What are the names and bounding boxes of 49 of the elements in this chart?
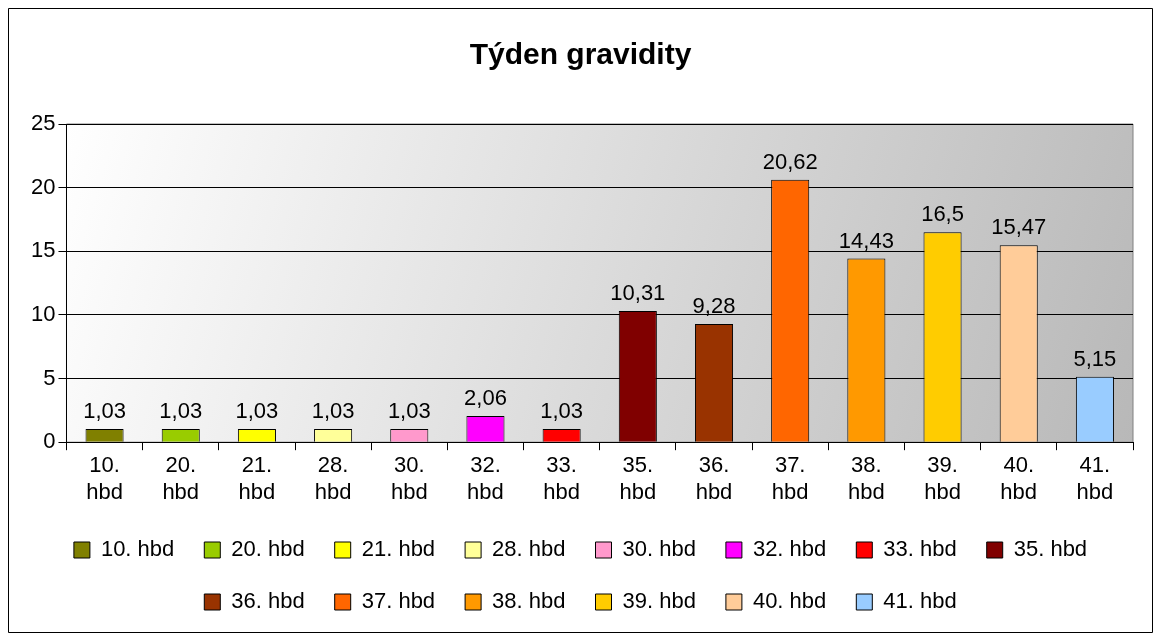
legend-label: 38. hbd (492, 588, 566, 614)
y-tick-label: 0 (43, 428, 56, 454)
data-label: 9,28 (692, 293, 736, 319)
data-label: 5,15 (1073, 345, 1117, 371)
legend-label: 21. hbd (361, 536, 436, 562)
x-tick-label: 33. hbd (543, 452, 580, 504)
x-tick-label: 35. hbd (619, 452, 657, 504)
legend-label: 35. hbd (1013, 536, 1088, 562)
data-label: 16,5 (921, 201, 964, 227)
y-tick-label: 5 (43, 364, 56, 390)
data-label: 1,03 (540, 398, 584, 424)
legend-label: 41. hbd (883, 588, 957, 614)
x-tick-label: 36. hbd (695, 452, 733, 504)
x-tick-label: 38. hbd (848, 452, 885, 504)
legend-label: 39. hbd (622, 588, 696, 614)
x-tick-label: 28. hbd (314, 452, 352, 504)
data-label: 15,47 (991, 214, 1047, 240)
x-tick-label: 10. hbd (86, 452, 123, 504)
y-tick-label: 10 (30, 300, 56, 326)
data-label: 1,03 (235, 398, 279, 424)
x-tick-label: 40. hbd (1000, 452, 1038, 504)
legend-label: 28. hbd (492, 536, 566, 562)
data-label: 1,03 (387, 398, 431, 424)
data-label: 10,31 (610, 280, 666, 306)
x-tick-label: 39. hbd (924, 452, 961, 504)
y-tick-label: 20 (30, 173, 56, 199)
legend-label: 36. hbd (231, 588, 305, 614)
data-label: 1,03 (83, 398, 126, 424)
data-label: 14,43 (838, 227, 894, 253)
legend-label: 33. hbd (883, 536, 957, 562)
legend-label: 20. hbd (231, 536, 305, 562)
chart-title: Týden gravidity (469, 37, 692, 71)
y-tick-label: 15 (30, 237, 56, 263)
legend-label: 40. hbd (752, 588, 827, 614)
x-tick-label: 30. hbd (390, 452, 428, 504)
data-label: 2,06 (464, 385, 507, 411)
legend-label: 10. hbd (100, 536, 175, 562)
legend-label: 30. hbd (622, 536, 696, 562)
x-tick-label: 20. hbd (162, 452, 200, 504)
legend-label: 37. hbd (361, 588, 436, 614)
data-label: 1,03 (159, 398, 203, 424)
x-tick-label: 41. hbd (1076, 452, 1114, 504)
data-label: 1,03 (311, 398, 355, 424)
legend-label: 32. hbd (752, 536, 827, 562)
data-label: 20,62 (762, 148, 818, 174)
x-tick-label: 21. hbd (238, 452, 276, 504)
x-tick-label: 32. hbd (467, 452, 504, 504)
y-tick-label: 25 (30, 110, 56, 136)
x-tick-label: 37. hbd (771, 452, 809, 504)
